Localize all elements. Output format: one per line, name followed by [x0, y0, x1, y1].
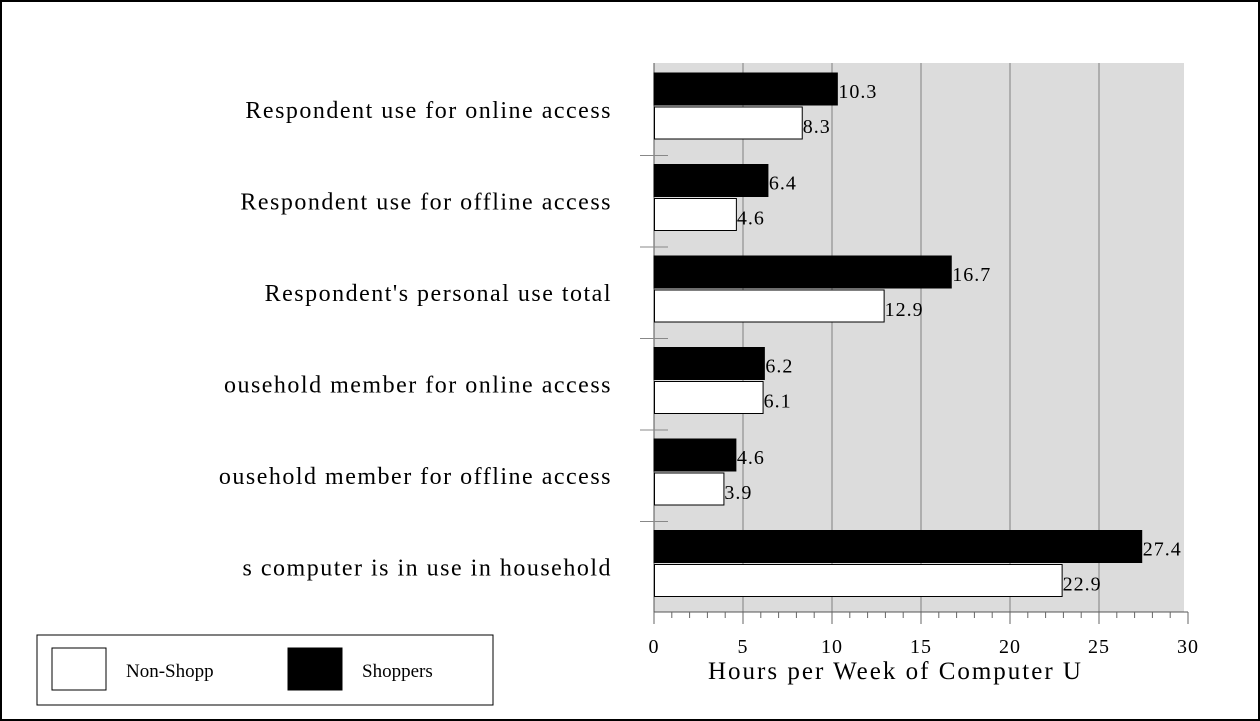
x-tick-label: 0 [649, 636, 660, 658]
category-label: Respondent use for online access [245, 98, 612, 124]
bar-shoppers [653, 164, 769, 197]
x-tick-label: 5 [738, 636, 749, 658]
bar-shoppers [653, 530, 1143, 563]
bar-shoppers [653, 255, 952, 289]
x-tick-label: 30 [1177, 636, 1199, 658]
category-label: s computer is in use in household [243, 556, 612, 582]
x-tick-label: 20 [999, 636, 1021, 658]
value-label-shoppers: 4.6 [737, 447, 765, 469]
value-label-non-shoppers: 6.1 [764, 391, 792, 413]
x-tick-label: 25 [1088, 636, 1110, 658]
bar-non-shoppers [654, 198, 737, 231]
value-label-shoppers: 10.3 [838, 81, 877, 103]
bar-non-shoppers [654, 472, 725, 506]
legend-label-non-shoppers: Non-Shopp [126, 661, 214, 682]
legend-swatch-non-shoppers [51, 647, 107, 691]
x-axis-title: Hours per Week of Computer U [708, 658, 1083, 685]
bar-non-shoppers [654, 564, 1063, 597]
category-label: ousehold member for online access [224, 373, 612, 399]
bar-shoppers [653, 72, 838, 106]
category-label: Respondent use for offline access [240, 190, 612, 216]
legend-label-shoppers: Shoppers [362, 661, 433, 682]
value-label-non-shoppers: 4.6 [737, 208, 765, 230]
legend-box [36, 634, 494, 706]
value-label-non-shoppers: 3.9 [724, 482, 752, 504]
value-label-non-shoppers: 8.3 [803, 116, 831, 138]
value-label-shoppers: 6.2 [765, 356, 793, 378]
bar-shoppers [653, 438, 737, 472]
category-label: ousehold member for offline access [219, 464, 612, 490]
bar-non-shoppers [654, 289, 885, 323]
bar-non-shoppers [654, 106, 803, 140]
legend-swatch-shoppers [287, 647, 343, 691]
value-label-non-shoppers: 22.9 [1063, 574, 1102, 596]
value-label-non-shoppers: 12.9 [885, 299, 924, 321]
bar-shoppers [653, 347, 765, 380]
value-label-shoppers: 27.4 [1143, 539, 1182, 561]
x-tick-label: 15 [910, 636, 932, 658]
x-tick-label: 10 [821, 636, 843, 658]
value-label-shoppers: 6.4 [769, 173, 797, 195]
value-label-shoppers: 16.7 [952, 264, 991, 286]
plot-area [654, 63, 1184, 612]
category-label: Respondent's personal use total [265, 281, 612, 307]
bar-non-shoppers [654, 381, 764, 414]
